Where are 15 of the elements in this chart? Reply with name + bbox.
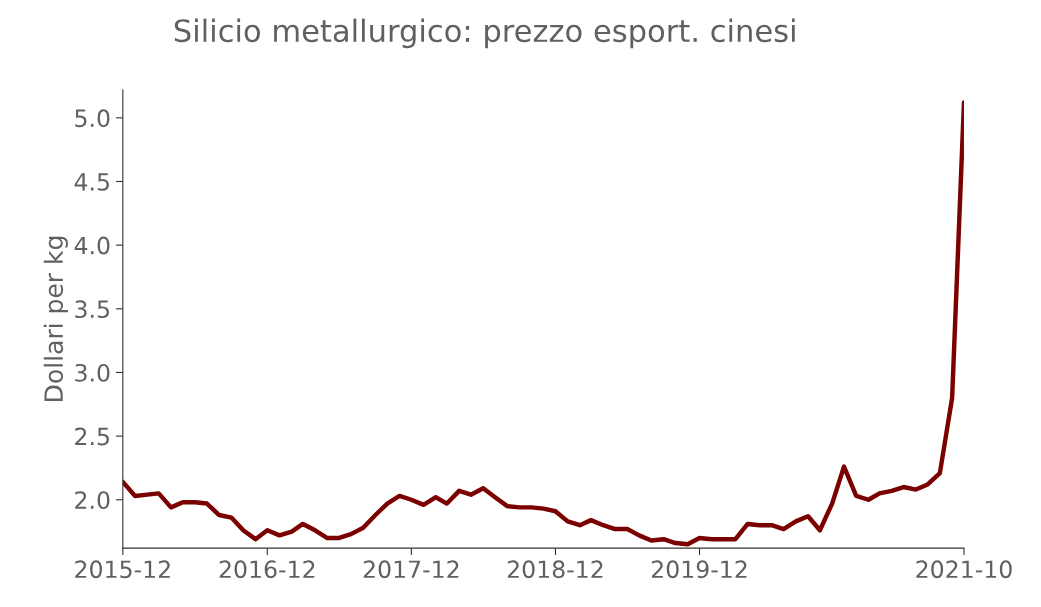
y-tick-label: 2.0	[75, 491, 110, 510]
chart-title: Silicio metallurgico: prezzo esport. cinesi	[174, 18, 795, 49]
y-tick-label: 3.0	[75, 363, 110, 382]
x-tick-label: 2016-12	[219, 560, 315, 579]
y-axis-title: Dollari per kg	[43, 236, 68, 401]
y-tick-label: 4.0	[74, 236, 110, 255]
x-tick-label: 2017-12	[363, 560, 459, 579]
x-tick-label: 2019-12	[651, 560, 747, 579]
y-tick-label: 4.5	[74, 173, 109, 191]
x-tick-label: 2021-10	[916, 560, 1012, 579]
x-tick-label: 2015-12	[75, 560, 170, 579]
y-tick-label: 5.0	[75, 109, 110, 128]
x-tick-label: 2018-12	[507, 560, 603, 579]
y-tick-label: 3.5	[75, 300, 109, 319]
y-tick-label: 2.5	[75, 427, 109, 446]
